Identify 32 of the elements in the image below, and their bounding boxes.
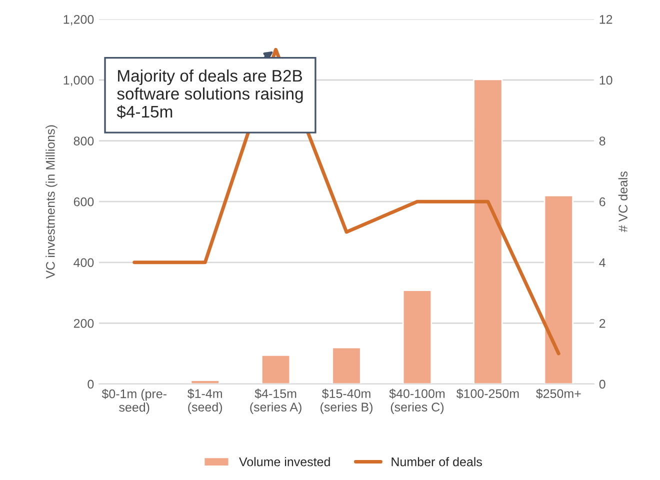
y2-tick-label: 6: [599, 197, 606, 206]
y2-tick-label: 4: [599, 258, 606, 267]
y-tick-label: 0: [88, 380, 94, 389]
y-tick-label: 600: [74, 197, 94, 206]
y2-tick-label: 8: [599, 136, 606, 146]
bar: [190, 380, 220, 384]
legend-label: Volume invested: [239, 457, 330, 466]
y2-tick-label: 10: [600, 76, 612, 85]
y2-axis-title: # VC deals: [618, 171, 628, 232]
y2-tick-label: 2: [599, 319, 606, 328]
bar: [473, 78, 503, 384]
y2-tick-label: 0: [599, 380, 606, 389]
y-tick-label: 200: [74, 319, 94, 328]
x-tick-label: $1-4m (seed): [187, 388, 222, 414]
x-tick-label: $40-100m (series C): [389, 388, 445, 414]
y-tick-label: 800: [74, 136, 94, 146]
x-tick-label: $0-1m (pre-seed): [102, 388, 166, 414]
x-tick-label: $4-15m (series A): [250, 388, 302, 414]
x-tick-label: $250m+: [536, 388, 581, 399]
y-axis-title: VC investments (in Millions): [46, 125, 58, 279]
bar: [402, 290, 432, 384]
bar: [332, 346, 362, 384]
y-tick-label: 400: [74, 258, 94, 268]
x-tick-label: $100-250m: [456, 388, 519, 399]
legend-label: Number of deals: [392, 457, 482, 466]
bar: [544, 194, 574, 384]
y-tick-label: 1,200: [64, 15, 94, 26]
y2-tick-label: 12: [600, 15, 612, 24]
annotation: Majority of deals are B2B software solutions raising $4-15m: [116, 69, 303, 119]
x-tick-label: $15-40m (series B): [320, 388, 372, 414]
y-tick-label: 1,000: [64, 76, 94, 86]
bar: [260, 354, 291, 384]
